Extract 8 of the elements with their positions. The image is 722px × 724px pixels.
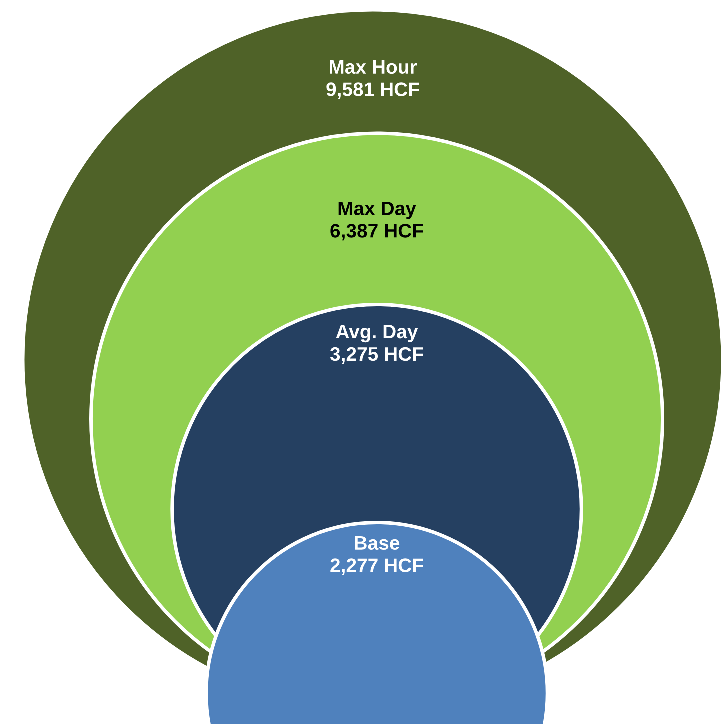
data-label: 6,387 HCF <box>330 224 424 241</box>
data-label: 9,581 HCF <box>326 82 420 100</box>
data-label: 3,275 HCF <box>330 347 424 364</box>
category-label: Base <box>355 536 400 550</box>
data-label: 2,277 HCF <box>330 558 424 576</box>
category-label: Max Hour <box>330 60 418 74</box>
category-label: Avg. Day <box>336 325 418 343</box>
category-label: Max Day <box>338 202 416 220</box>
